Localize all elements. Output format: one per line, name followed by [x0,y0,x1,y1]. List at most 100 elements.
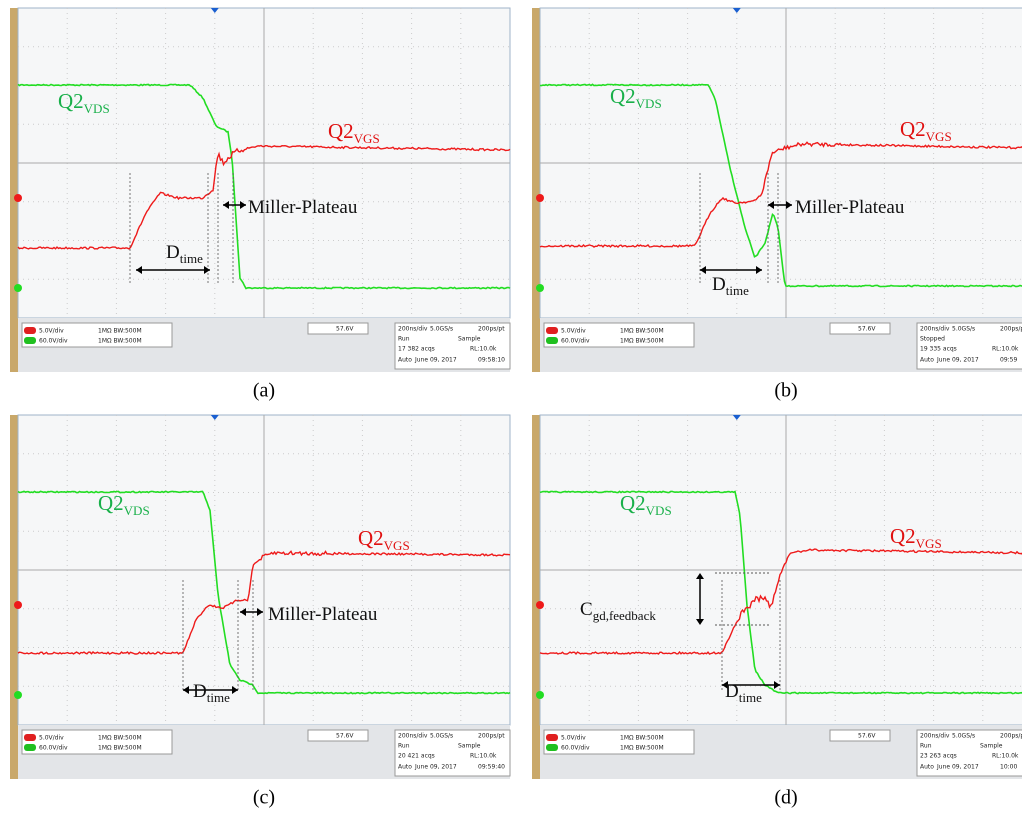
status-trigger: 57.6V [336,326,354,333]
vds-label-sub: VDS [84,101,110,116]
ch2-marker [14,691,22,699]
scope-panel: Q2VDSQ2VGSMiller-PlateauDtime5.0V/div60.… [532,8,1022,372]
status-record: RL:10.0k [470,346,497,353]
ch2-marker [14,284,22,292]
status-trigger-mode: Auto [398,357,412,364]
status-acqs: 20 421 acqs [398,753,435,760]
annotation: Miller-Plateau [248,197,358,218]
vgs-label-main: Q2 [358,526,384,550]
ch1-marker [536,601,544,609]
dtime-label-main: D [193,681,207,702]
dtime-label-sub: time [726,283,749,298]
annotation-sub: gd,feedback [593,608,657,623]
dtime-label-main: D [725,681,739,702]
status-trigger-mode: Auto [398,764,412,771]
status-state: Run [398,743,410,750]
status-resolution: 200ps/pt [478,326,505,333]
vds-label-sub: VDS [646,503,672,518]
status-mode: Sample [458,336,481,343]
status-sample-rate: 5.0GS/s [952,733,975,740]
status-resolution: 200ps/pt [1000,326,1022,333]
status-ch2-input: 1MΩ BW:500M [98,745,142,752]
vgs-label-sub: VGS [926,129,952,144]
status-trigger-mode: Auto [920,764,934,771]
status-timebase: 200ns/div [920,733,950,740]
annotation-main: C [580,599,593,620]
status-sample-rate: 5.0GS/s [430,326,453,333]
status-trigger: 57.6V [858,733,876,740]
vgs-label-sub: VGS [384,538,410,553]
status-acqs: 17 382 acqs [398,346,435,353]
scope-edge [532,415,540,779]
status-bar: 5.0V/div 60.0V/div 1MΩ BW:500M 1MΩ BW:500M 5… [18,318,510,372]
vgs-label-main: Q2 [890,524,916,548]
panel-label: (b) [774,380,797,402]
status-sample-rate: 5.0GS/s [952,326,975,333]
panel-label: (d) [774,787,797,809]
status-resolution: 200ps/pt [1000,733,1022,740]
status-ch2-scale: 60.0V/div [39,745,68,752]
ch1-marker [14,601,22,609]
ch2-badge [546,744,558,751]
vds-label-main: Q2 [58,89,84,113]
status-ch2-scale: 60.0V/div [561,745,590,752]
status-record: RL:10.0k [992,753,1019,760]
figure: Q2VDSQ2VGSMiller-PlateauDtime5.0V/div60.… [0,0,1022,814]
status-ch1-scale: 5.0V/div [39,328,64,335]
status-acqs: 23 263 acqs [920,753,957,760]
status-state: Run [398,336,410,343]
ch2-marker [536,284,544,292]
panel-label: (c) [253,787,275,809]
vds-label-main: Q2 [620,491,646,515]
vgs-label-main: Q2 [328,119,354,143]
vds-label-main: Q2 [98,491,124,515]
status-time: 09:58:10 [478,357,505,364]
status-trigger-mode: Auto [920,357,934,364]
status-date: June 09, 2017 [936,764,979,771]
ch2-badge [24,337,36,344]
status-state: Run [920,743,932,750]
scope-edge [532,8,540,372]
ch2-badge [24,744,36,751]
scope-panel: Q2VDSQ2VGSCgd,feedbackDtime5.0V/div60.0V… [532,415,1022,779]
status-ch2-input: 1MΩ BW:500M [98,338,142,345]
dtime-label-sub: time [207,690,230,705]
status-timebase: 200ns/div [920,326,950,333]
status-ch2-scale: 60.0V/div [39,338,68,345]
ch1-badge [546,734,558,741]
status-acqs: 19 335 acqs [920,346,957,353]
vds-label-sub: VDS [124,503,150,518]
status-date: June 09, 2017 [414,764,457,771]
status-date: June 09, 2017 [936,357,979,364]
status-date: June 09, 2017 [414,357,457,364]
status-time: 09:59 [1000,357,1017,364]
status-timebase: 200ns/div [398,733,428,740]
status-mode: Sample [458,743,481,750]
status-state: Stopped [920,336,945,343]
dtime-label-main: D [712,274,726,295]
status-time: 09:59:40 [478,764,505,771]
status-ch1-input: 1MΩ BW:500M [620,735,664,742]
vgs-label-sub: VGS [354,131,380,146]
vgs-label-main: Q2 [900,117,926,141]
ch2-badge [546,337,558,344]
status-ch1-scale: 5.0V/div [561,735,586,742]
status-trigger: 57.6V [858,326,876,333]
scope-panel: Q2VDSQ2VGSMiller-PlateauDtime5.0V/div60.… [10,415,510,779]
ch1-badge [24,734,36,741]
dtime-label-main: D [166,242,180,263]
status-ch1-input: 1MΩ BW:500M [620,328,664,335]
scope-edge [10,8,18,372]
status-ch1-scale: 5.0V/div [39,735,64,742]
scope-panel: Q2VDSQ2VGSMiller-PlateauDtime5.0V/div60.… [10,8,510,372]
status-ch1-input: 1MΩ BW:500M [98,328,142,335]
status-time: 10:00 [1000,764,1017,771]
annotation: Miller-Plateau [795,197,905,218]
status-trigger: 57.6V [336,733,354,740]
status-ch2-input: 1MΩ BW:500M [620,338,664,345]
status-timebase: 200ns/div [398,326,428,333]
ch2-marker [536,691,544,699]
